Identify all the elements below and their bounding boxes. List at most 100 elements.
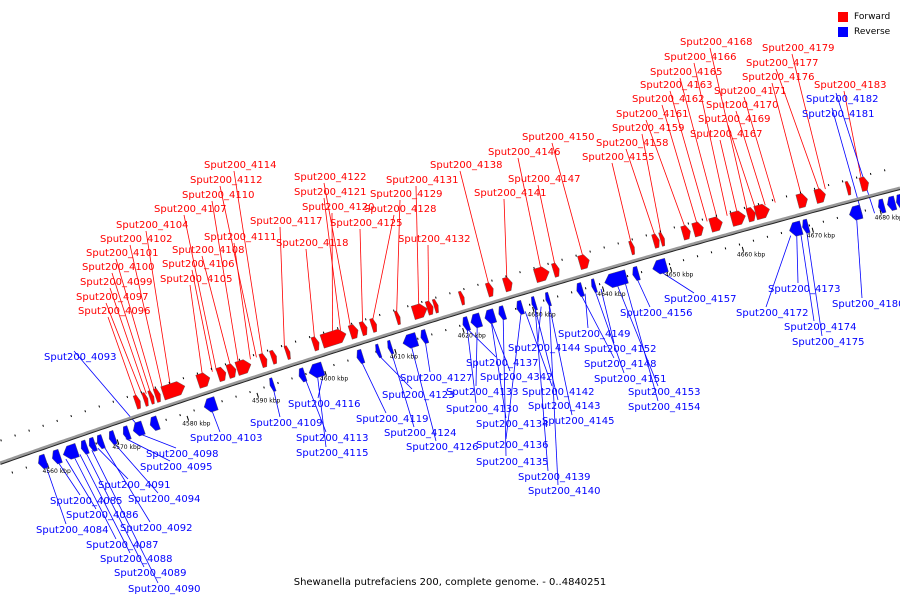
- minor-tick: [211, 368, 212, 370]
- reverse-gene-arrow: [605, 270, 629, 288]
- gene-label-sput200_4182: Sput200_4182: [806, 94, 879, 105]
- minor-tick: [292, 378, 293, 380]
- minor-tick: [870, 173, 871, 175]
- minor-tick: [464, 288, 465, 290]
- gene-label-sput200_4116: Sput200_4116: [288, 399, 361, 410]
- tick-label: 4610 kbp: [390, 354, 418, 361]
- minor-tick: [222, 400, 223, 402]
- minor-tick: [730, 211, 731, 213]
- minor-tick: [225, 363, 226, 365]
- minor-tick: [267, 350, 268, 352]
- gene-label-sput200_4101: Sput200_4101: [86, 248, 159, 259]
- gene-label-sput200_4098: Sput200_4098: [146, 449, 219, 460]
- minor-tick: [26, 467, 27, 469]
- leader-line: [212, 410, 220, 432]
- reverse-gene-arrow: [887, 196, 897, 211]
- forward-gene-arrow: [730, 211, 746, 227]
- gene-label-sput200_4129: Sput200_4129: [370, 189, 443, 200]
- minor-tick: [627, 275, 628, 277]
- gene-label-sput200_4145: Sput200_4145: [542, 416, 615, 427]
- minor-tick: [515, 308, 516, 310]
- gene-label-sput200_4114: Sput200_4114: [204, 160, 277, 171]
- legend-item-reverse: Reverse: [838, 24, 890, 39]
- reverse-gene-arrow: [591, 279, 597, 293]
- gene-label-sput200_4125: Sput200_4125: [330, 218, 403, 229]
- minor-tick: [828, 184, 829, 186]
- minor-tick: [450, 292, 451, 294]
- minor-tick: [141, 391, 142, 393]
- gene-label-sput200_4109: Sput200_4109: [250, 418, 323, 429]
- tick-label: 4580 kbp: [182, 420, 210, 427]
- leader-line: [428, 245, 429, 303]
- gene-label-sput200_4126: Sput200_4126: [406, 442, 479, 453]
- tick-label: 4630 kbp: [527, 312, 555, 319]
- tick-label: 4660 kbp: [737, 252, 765, 259]
- gene-label-sput200_4143: Sput200_4143: [528, 401, 601, 412]
- forward-gene-arrow: [709, 217, 723, 233]
- minor-tick: [562, 259, 563, 261]
- forward-gene-arrow: [259, 353, 267, 368]
- reverse-gene-arrow: [517, 300, 525, 314]
- gene-label-sput200_4119: Sput200_4119: [356, 414, 429, 425]
- minor-tick: [408, 305, 409, 307]
- minor-tick: [379, 314, 380, 316]
- minor-tick: [239, 359, 240, 361]
- reverse-gene-arrow: [849, 205, 863, 220]
- forward-gene-arrow: [652, 234, 660, 249]
- gene-label-sput200_4122: Sput200_4122: [294, 172, 367, 183]
- gene-label-sput200_4141: Sput200_4141: [474, 188, 547, 199]
- reverse-gene-arrow: [81, 440, 89, 455]
- minor-tick: [767, 236, 768, 238]
- forward-gene-arrow: [411, 304, 427, 320]
- gene-label-sput200_4159: Sput200_4159: [612, 123, 685, 134]
- minor-tick: [253, 354, 254, 356]
- gene-label-sput200_4087: Sput200_4087: [86, 540, 159, 551]
- tick-label: 4650 kbp: [665, 272, 693, 279]
- reverse-gene-arrow: [802, 219, 810, 233]
- forward-gene-arrow: [235, 360, 251, 376]
- leader-line: [736, 111, 765, 205]
- leader-line: [612, 163, 631, 243]
- leader-line: [425, 342, 430, 372]
- minor-tick: [753, 240, 754, 242]
- reverse-gene-arrow: [63, 443, 79, 459]
- gene-label-sput200_4124: Sput200_4124: [384, 428, 457, 439]
- minor-tick: [113, 401, 114, 403]
- gene-label-sput200_4157: Sput200_4157: [664, 294, 737, 305]
- reverse-gene-arrow: [633, 266, 641, 281]
- gene-label-sput200_4181: Sput200_4181: [802, 109, 875, 120]
- minor-tick: [460, 325, 461, 327]
- gene-label-sput200_4095: Sput200_4095: [140, 462, 213, 473]
- leader-line: [549, 304, 572, 415]
- gene-label-sput200_4139: Sput200_4139: [518, 472, 591, 483]
- reverse-gene-arrow: [471, 313, 483, 328]
- minor-tick: [674, 226, 675, 228]
- gene-label-sput200_4342: Sput200_4342: [480, 372, 553, 383]
- forward-gene-arrow: [269, 350, 276, 364]
- minor-tick: [884, 169, 885, 171]
- leader-line: [797, 234, 798, 283]
- reverse-gene-arrow: [421, 329, 429, 344]
- gene-label-sput200_4148: Sput200_4148: [584, 359, 657, 370]
- minor-tick: [534, 267, 535, 269]
- gene-label-sput200_4102: Sput200_4102: [100, 234, 173, 245]
- gene-label-sput200_4115: Sput200_4115: [296, 448, 369, 459]
- forward-gene-arrow: [348, 325, 358, 340]
- legend-label-forward: Forward: [854, 12, 890, 22]
- gene-label-sput200_4138: Sput200_4138: [430, 160, 503, 171]
- gene-label-sput200_4183: Sput200_4183: [814, 80, 887, 91]
- minor-tick: [43, 425, 44, 427]
- minor-tick: [99, 406, 100, 408]
- gene-label-sput200_4105: Sput200_4105: [160, 274, 233, 285]
- gene-label-sput200_4134: Sput200_4134: [476, 419, 549, 430]
- minor-tick: [641, 271, 642, 273]
- gene-label-sput200_4154: Sput200_4154: [628, 402, 701, 413]
- gene-label-sput200_4149: Sput200_4149: [558, 329, 631, 340]
- minor-tick: [786, 195, 787, 197]
- legend-swatch-forward: [838, 12, 848, 22]
- minor-tick: [529, 304, 530, 306]
- reverse-gene-arrow: [123, 426, 131, 441]
- minor-tick: [478, 284, 479, 286]
- minor-tick: [334, 364, 335, 366]
